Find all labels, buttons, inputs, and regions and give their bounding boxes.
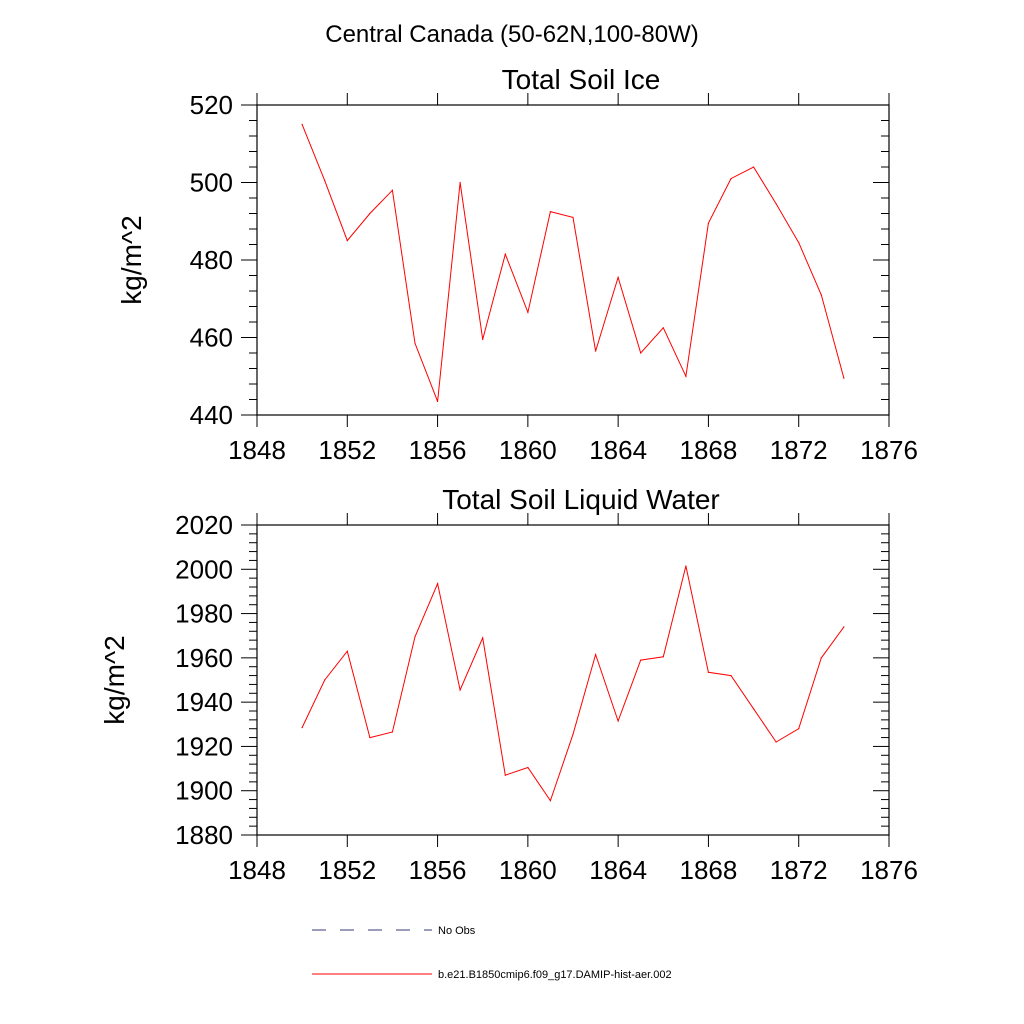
legend-label-no-obs: No Obs xyxy=(438,925,476,937)
soil-ice-panel: 1848 1852 1856 1860 1864 1868 1872 1876 440 460 48… xyxy=(116,64,918,465)
soil-liquid-water-plot-frame xyxy=(256,524,890,836)
soil-liquid-water-data-point xyxy=(843,626,845,628)
soil-liquid-water-data-point xyxy=(594,653,597,656)
soil-ice-data-point xyxy=(752,166,755,168)
legend-label-model-run: b.e21.B1850cmip6.f09_g17.DAMIP-hist-aer.… xyxy=(438,969,672,981)
soil-ice-data-point xyxy=(346,240,348,242)
soil-ice-data-point xyxy=(504,253,506,255)
soil-liquid-water-x-tick-label: 1876 xyxy=(860,855,918,885)
soil-ice-y-tick-label: 480 xyxy=(190,245,233,275)
soil-ice-data-point xyxy=(391,189,394,191)
soil-liquid-water-data-point xyxy=(820,657,822,659)
soil-ice-data-point xyxy=(707,222,710,224)
soil-liquid-water-data-point xyxy=(482,637,484,639)
soil-liquid-water-data-point xyxy=(549,800,552,802)
figure-suptitle: Central Canada (50-62N,100-80W) xyxy=(325,21,699,48)
soil-liquid-water-data-point xyxy=(459,689,461,691)
soil-liquid-water-data-point xyxy=(301,727,303,729)
soil-liquid-water-chart-title: Total Soil Liquid Water xyxy=(442,484,720,515)
soil-liquid-water-data-point xyxy=(617,720,619,722)
soil-liquid-water-data-point xyxy=(527,766,529,769)
soil-liquid-water-data-point xyxy=(436,583,439,585)
soil-ice-data-point xyxy=(775,203,777,205)
soil-liquid-water-data-point xyxy=(775,741,777,743)
soil-liquid-water-x-tick-label: 1860 xyxy=(499,855,557,885)
soil-liquid-water-data-point xyxy=(798,728,800,730)
soil-liquid-water-x-tick-label: 1856 xyxy=(409,855,467,885)
soil-ice-chart-title: Total Soil Ice xyxy=(502,64,661,95)
soil-ice-x-tick-label: 1848 xyxy=(228,435,286,465)
soil-liquid-water-data-point xyxy=(504,774,506,776)
soil-liquid-water-data-point xyxy=(324,679,326,681)
legend-item-model-run: b.e21.B1850cmip6.f09_g17.DAMIP-hist-aer.… xyxy=(312,969,672,981)
soil-liquid-water-y-tick-label: 1920 xyxy=(175,731,233,761)
soil-liquid-water-y-tick-label: 1900 xyxy=(175,776,233,806)
soil-ice-data-point xyxy=(662,327,664,329)
soil-ice-data-point xyxy=(482,338,484,341)
soil-liquid-water-data-point xyxy=(640,659,642,661)
soil-liquid-water-x-tick-label: 1864 xyxy=(589,855,647,885)
soil-ice-data-point xyxy=(730,178,732,180)
soil-liquid-water-y-tick-label: 1980 xyxy=(175,599,233,629)
soil-ice-data-point xyxy=(436,400,439,403)
soil-liquid-water-data-point xyxy=(414,636,416,638)
soil-liquid-water-data-point xyxy=(752,708,755,710)
soil-ice-data-point xyxy=(414,342,416,344)
soil-ice-data-point xyxy=(369,212,371,215)
soil-ice-y-tick-label: 460 xyxy=(190,323,233,353)
soil-liquid-water-data-point xyxy=(685,565,687,567)
soil-ice-plot-frame xyxy=(256,104,890,416)
soil-ice-y-tick-label: 440 xyxy=(190,400,233,430)
soil-ice-x-tick-label: 1856 xyxy=(409,435,467,465)
soil-ice-data-point xyxy=(640,352,642,354)
soil-liquid-water-panel: 1848 1852 1856 1860 1864 1868 1872 1876 1880 1900… xyxy=(99,484,918,885)
soil-liquid-water-data-point xyxy=(662,656,664,658)
legend-item-no-obs: No Obs xyxy=(312,925,476,937)
soil-liquid-water-data-point xyxy=(391,731,394,733)
soil-liquid-water-x-tick-label: 1848 xyxy=(228,855,286,885)
soil-ice-data-point xyxy=(572,216,574,218)
soil-ice-data-point xyxy=(527,311,529,313)
soil-liquid-water-data-point xyxy=(369,736,371,739)
soil-ice-y-axis-label: kg/m^2 xyxy=(116,215,147,304)
soil-ice-data-point xyxy=(820,294,822,296)
soil-ice-data-point xyxy=(594,350,597,352)
soil-ice-data-point xyxy=(843,377,845,379)
soil-liquid-water-y-tick-label: 1940 xyxy=(175,687,233,717)
soil-liquid-water-y-tick-label: 1880 xyxy=(175,820,233,850)
soil-liquid-water-data-point xyxy=(730,674,732,677)
soil-liquid-water-x-tick-label: 1852 xyxy=(318,855,376,885)
soil-liquid-water-data-point xyxy=(572,733,574,735)
soil-liquid-water-x-tick-label: 1868 xyxy=(680,855,738,885)
legend: No Obs b.e21.B1850cmip6.f09_g17.DAMIP-hi… xyxy=(312,925,672,981)
soil-liquid-water-y-tick-label: 2000 xyxy=(175,554,233,584)
soil-ice-data-point xyxy=(685,375,687,377)
soil-ice-data-point xyxy=(798,241,800,244)
soil-liquid-water-y-tick-label: 1960 xyxy=(175,643,233,673)
soil-ice-data-point xyxy=(459,181,461,184)
soil-liquid-water-series-line xyxy=(301,565,845,802)
soil-ice-y-tick-label: 520 xyxy=(190,90,233,120)
soil-ice-data-point xyxy=(617,276,619,279)
soil-liquid-water-y-axis-label: kg/m^2 xyxy=(99,635,130,724)
soil-liquid-water-x-tick-label: 1872 xyxy=(770,855,828,885)
soil-ice-data-point xyxy=(324,179,326,182)
soil-ice-x-tick-label: 1852 xyxy=(318,435,376,465)
soil-liquid-water-y-tick-label: 2020 xyxy=(175,510,233,540)
soil-ice-data-point xyxy=(549,210,552,213)
soil-ice-x-tick-label: 1868 xyxy=(680,435,738,465)
soil-ice-series-line xyxy=(301,124,845,402)
soil-ice-y-tick-label: 500 xyxy=(190,168,233,198)
soil-ice-x-tick-label: 1860 xyxy=(499,435,557,465)
soil-liquid-water-data-point xyxy=(346,650,348,652)
soil-ice-x-tick-label: 1876 xyxy=(860,435,918,465)
soil-ice-x-tick-label: 1872 xyxy=(770,435,828,465)
soil-liquid-water-data-point xyxy=(707,671,710,673)
soil-ice-data-point xyxy=(301,123,303,125)
soil-ice-x-tick-label: 1864 xyxy=(589,435,647,465)
